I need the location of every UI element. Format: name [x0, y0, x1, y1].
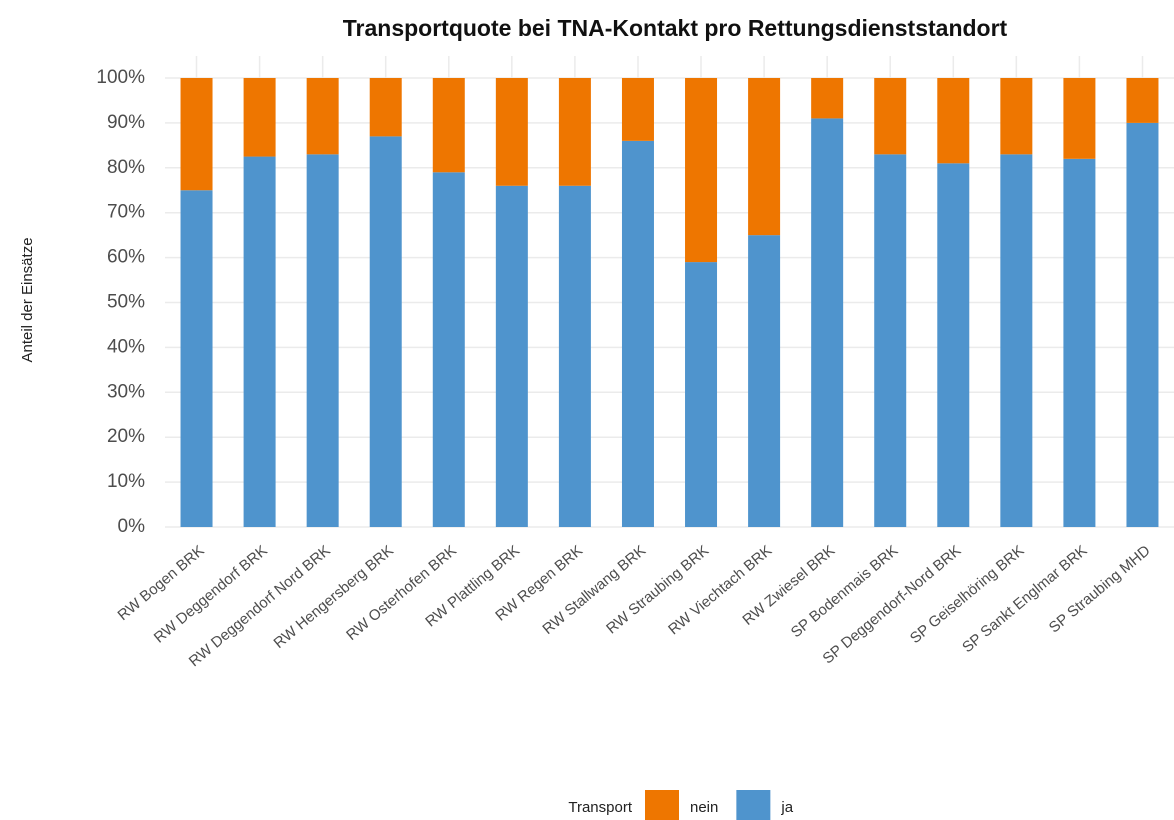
legend-swatch: [645, 790, 679, 820]
bar-segment: [432, 78, 465, 173]
bar-segment: [180, 78, 213, 191]
y-axis-title: Anteil der Einsätze: [19, 237, 36, 362]
y-tick-label: 90%: [107, 112, 145, 133]
x-tick-label: SP Sankt Englmar BRK: [959, 542, 1090, 656]
bar-segment: [811, 118, 844, 527]
legend-title: Transport: [568, 799, 632, 816]
bar-segment: [1126, 78, 1159, 123]
y-tick-label: 10%: [107, 471, 145, 492]
x-tick-label: RW Straubing BRK: [603, 542, 712, 637]
y-tick-label: 80%: [107, 157, 145, 178]
bar-segment: [685, 262, 718, 527]
bar-segment: [1000, 78, 1033, 155]
bar-segment: [811, 78, 844, 119]
x-tick-label: RW Stallwang BRK: [539, 542, 649, 638]
bar-segment: [558, 185, 591, 527]
bar-segment: [874, 78, 907, 155]
chart-title: Transportquote bei TNA-Kontakt pro Rettu…: [343, 15, 1008, 41]
y-tick-label: 70%: [107, 202, 145, 223]
x-tick-label: RW Hengersberg BRK: [271, 542, 397, 652]
bar-segment: [495, 185, 528, 527]
y-tick-label: 40%: [107, 336, 145, 357]
x-tick-label: SP Geiselhöring BRK: [907, 542, 1028, 647]
y-tick-label: 30%: [107, 381, 145, 402]
y-tick-label: 60%: [107, 247, 145, 268]
x-tick-label: SP Bodenmais BRK: [788, 542, 902, 641]
y-tick-label: 50%: [107, 292, 145, 313]
bar-segment: [369, 78, 402, 137]
y-tick-label: 20%: [107, 426, 145, 447]
bar-segment: [874, 154, 907, 527]
y-tick-label: 0%: [118, 516, 146, 537]
bar-segment: [621, 140, 654, 528]
x-tick-label: RW Viechtach BRK: [665, 542, 775, 638]
bar-segment: [937, 163, 970, 527]
x-tick-label: RW Deggendorf BRK: [151, 542, 271, 646]
bar-segment: [306, 154, 339, 527]
y-tick-label: 100%: [96, 67, 145, 88]
bar-segment: [1126, 122, 1159, 528]
bar-segment: [748, 78, 781, 236]
legend-swatch: [736, 790, 771, 820]
bar-segment: [1063, 158, 1096, 527]
bar-segment: [1063, 78, 1096, 159]
bar-segment: [685, 78, 718, 263]
bar-segment: [180, 190, 213, 527]
bar-segment: [432, 172, 465, 528]
legend-label: ja: [780, 799, 793, 816]
bar-segment: [243, 156, 276, 527]
bar-segment: [558, 78, 591, 186]
x-tick-label: RW Osterhofen BRK: [343, 542, 460, 644]
legend-label: nein: [690, 799, 718, 816]
bar-segment: [243, 78, 276, 157]
bar-segment: [621, 78, 654, 141]
bar-segment: [937, 78, 970, 164]
bar-segment: [748, 235, 781, 527]
bar-segment: [369, 136, 402, 527]
bar-segment: [495, 78, 528, 186]
bar-segment: [306, 78, 339, 155]
bar-segment: [1000, 154, 1033, 527]
